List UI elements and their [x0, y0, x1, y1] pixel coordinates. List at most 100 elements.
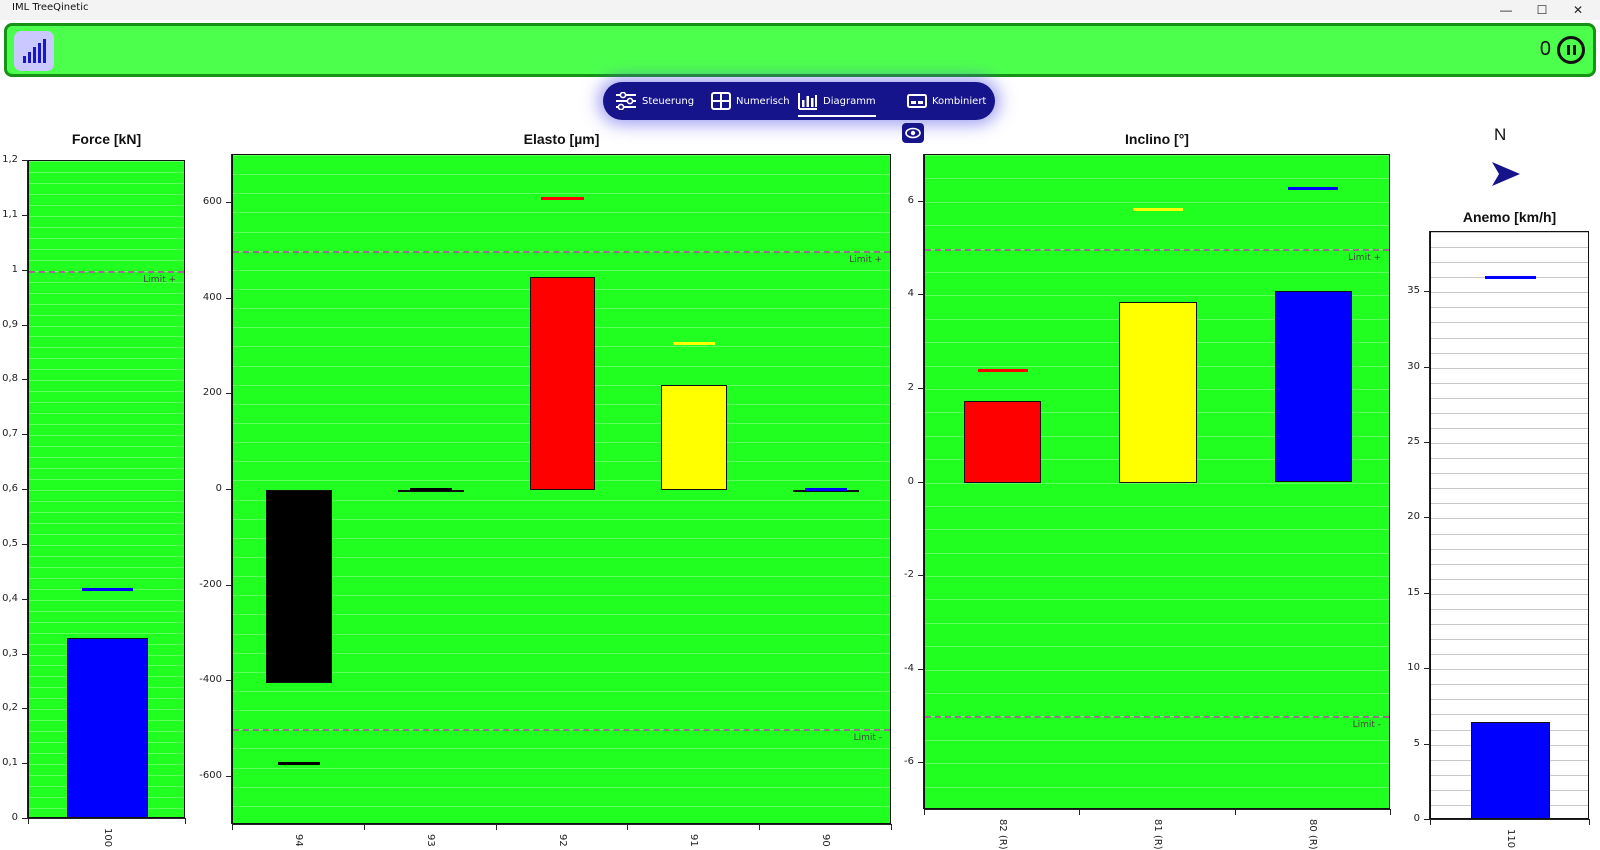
gridline: [233, 557, 890, 558]
close-button[interactable]: ✕: [1572, 3, 1584, 17]
inclino-x-axis: [924, 809, 1390, 810]
gridline: [1431, 428, 1588, 429]
tab-steuerung-label: Steuerung: [642, 95, 695, 107]
gridline: [29, 182, 184, 184]
anemo-plot-area: [1430, 231, 1589, 819]
gridline: [1431, 262, 1588, 264]
y-tick-label: 0,6: [2, 483, 18, 494]
minimize-button[interactable]: —: [1500, 3, 1512, 17]
y-tick-label: 1,2: [2, 154, 18, 165]
x-tick: [1390, 809, 1391, 815]
gridline: [29, 632, 184, 634]
x-tick-label: 81 (R): [1152, 819, 1163, 850]
max-marker: [277, 761, 320, 765]
view-tabs: Steuerung Numerisch Diagramm Kombiniert: [603, 82, 995, 120]
gridline: [1431, 654, 1588, 656]
gridline: [925, 201, 1389, 203]
gridline: [29, 599, 184, 601]
gridline: [233, 595, 890, 597]
x-tick-label: 94: [292, 834, 304, 847]
y-tick-label: 35: [1407, 285, 1420, 297]
gridline: [1431, 292, 1588, 294]
y-tick-label: 6: [907, 194, 914, 206]
sliders-icon: [616, 92, 636, 110]
gridline: [1431, 578, 1588, 580]
y-tick: [1424, 291, 1430, 293]
gridline: [29, 248, 184, 250]
y-tick-label: 0,3: [2, 647, 18, 659]
x-tick: [1430, 819, 1431, 825]
x-tick-label: 92: [556, 834, 568, 847]
gridline: [29, 566, 184, 568]
visibility-toggle-button[interactable]: [902, 123, 924, 143]
y-tick-label: 0,5: [2, 537, 18, 549]
pause-button[interactable]: [1557, 36, 1585, 64]
limit-line: [925, 248, 1389, 251]
y-tick: [1424, 668, 1430, 670]
gridline: [29, 479, 184, 481]
gridline: [1431, 714, 1588, 716]
maximize-button[interactable]: ☐: [1536, 3, 1548, 17]
gridline: [1431, 322, 1588, 324]
x-tick: [1589, 819, 1590, 825]
y-tick-label: 0: [11, 812, 18, 823]
gridline: [29, 610, 184, 612]
limit-line: [925, 716, 1389, 719]
gridline: [29, 215, 184, 217]
x-tick: [891, 824, 892, 830]
combined-icon: [907, 94, 927, 108]
gridline: [925, 622, 1389, 624]
gridline: [29, 424, 184, 426]
gridline: [233, 805, 890, 807]
tab-numerisch[interactable]: Numerisch: [711, 82, 790, 120]
gridline: [1431, 699, 1588, 701]
gridline: [29, 435, 184, 437]
tab-numerisch-label: Numerisch: [736, 95, 790, 107]
gridline: [233, 231, 890, 233]
tab-steuerung[interactable]: Steuerung: [615, 82, 694, 120]
tab-diagramm[interactable]: Diagramm: [798, 82, 876, 120]
gridline: [29, 193, 184, 195]
y-tick-label: -4: [904, 662, 914, 674]
gridline: [29, 369, 184, 371]
tab-kombiniert[interactable]: Kombiniert: [907, 82, 986, 120]
elasto-x-axis: [232, 824, 891, 825]
tab-diagramm-label: Diagramm: [823, 95, 876, 107]
bar-80R: [1274, 290, 1353, 483]
x-tick: [1079, 809, 1081, 815]
y-tick: [22, 324, 28, 326]
signal-icon: [23, 39, 46, 63]
force-title: Force [kN]: [71, 131, 142, 147]
gridline: [29, 391, 184, 393]
x-tick-label: 80 (R): [1307, 819, 1319, 850]
y-tick-label: 400: [202, 291, 222, 303]
window-title: IML TreeQinetic: [12, 2, 89, 13]
gridline: [29, 292, 184, 294]
limit-line: [233, 250, 890, 253]
x-tick: [185, 818, 186, 824]
limit-label: Limit -: [853, 733, 882, 744]
y-tick-label: 25: [1407, 436, 1420, 448]
force-x-axis: [28, 818, 185, 819]
y-tick: [918, 762, 924, 764]
gridline: [233, 174, 890, 176]
y-tick-label: 20: [1407, 511, 1420, 523]
y-tick: [226, 393, 232, 395]
max-marker: [1485, 276, 1536, 280]
gridline: [29, 457, 184, 459]
max-marker: [1133, 207, 1183, 211]
y-tick: [22, 763, 28, 765]
bar-91: [661, 384, 728, 490]
gridline: [1431, 443, 1588, 445]
signal-strength-button[interactable]: [14, 31, 54, 71]
y-tick-label: 0,4: [2, 592, 18, 604]
gridline: [925, 155, 1389, 156]
gridline: [925, 646, 1389, 648]
gridline: [925, 529, 1389, 531]
y-tick-label: 5: [1413, 737, 1420, 749]
x-tick: [28, 818, 29, 824]
gridline: [1431, 458, 1588, 460]
max-marker: [977, 369, 1028, 373]
force-plot-area: Limit +: [28, 160, 185, 818]
gridline: [29, 204, 184, 206]
